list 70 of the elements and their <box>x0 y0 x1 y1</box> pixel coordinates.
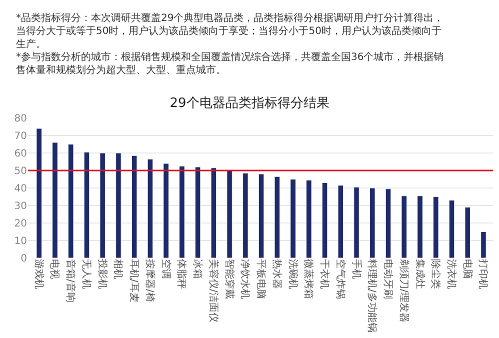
x-tick-label: 料理机/多功能锅 <box>366 259 378 332</box>
y-tick-label: 40 <box>14 184 27 194</box>
bar <box>274 176 280 258</box>
bar <box>36 128 42 258</box>
bar <box>306 180 312 258</box>
bar <box>322 182 328 258</box>
bar <box>370 188 376 258</box>
bar <box>464 207 470 258</box>
bar <box>385 188 392 258</box>
x-tick-label: 集成灶 <box>414 259 426 289</box>
bar <box>417 196 423 258</box>
x-tick-label: 平板电脑 <box>255 259 268 299</box>
x-tick-label: 净饮水机 <box>239 259 252 299</box>
bar <box>84 152 90 258</box>
x-tick-label: 洗衣机 <box>445 259 458 289</box>
x-tick-label: 电脑 <box>461 259 474 279</box>
bar <box>131 155 138 258</box>
y-tick-label: 70 <box>14 131 27 142</box>
y-tick-label: 0 <box>20 254 27 264</box>
y-tick-label: 20 <box>14 218 27 230</box>
y-tick-label: 10 <box>14 236 27 247</box>
bar <box>179 166 185 258</box>
bar <box>258 174 264 258</box>
y-tick-label: 50 <box>14 166 27 177</box>
x-tick-label: 电视 <box>48 259 61 279</box>
x-tick-label: 除尘类 <box>430 259 442 289</box>
x-tick-label: 干衣机 <box>318 259 331 289</box>
bar <box>226 170 232 258</box>
bar <box>338 185 344 258</box>
bar <box>290 179 296 258</box>
x-tick-label: 手机 <box>350 259 362 279</box>
text: *参与指数分析的城市：根据销售规模和全国覆盖情况综合选择，共覆盖全国36个城市，并根据销售体量和规模划分为超大型、大型、重点城市。 <box>16 51 444 76</box>
x-tick-label: 热水器 <box>270 259 283 289</box>
bar <box>147 158 154 258</box>
x-tick-label: 无人机 <box>80 259 92 289</box>
bar <box>100 152 106 258</box>
x-tick-label: 电动牙刷 <box>382 259 394 299</box>
x-tick-label: 投影机 <box>96 258 108 289</box>
x-tick-label: 微蒸烤箱 <box>302 259 315 299</box>
x-tick-label: 冰箱 <box>192 259 204 279</box>
text: *品类指标得分：本次调研共覆盖29个典型电器品类，品类指标得分根据调研用户打分计算得出，当得分大于或等于50时，用户认为该品类倾向于享受；当得分小于50时，用户认为该品类倾向于生产。 <box>16 12 444 50</box>
bar <box>116 152 122 258</box>
bar <box>163 163 169 258</box>
bar <box>433 196 439 258</box>
x-tick-label: 美容仪/洁面仪 <box>207 259 220 322</box>
x-tick-label: 体脂秤 <box>176 259 188 289</box>
x-tick-label: 空调 <box>160 259 172 279</box>
bar <box>480 232 486 258</box>
x-tick-label: 空气炸锅 <box>334 259 346 299</box>
x-tick-label: 相机 <box>112 259 124 279</box>
bar <box>194 166 201 258</box>
x-tick-label: 耳机/耳麦 <box>128 259 140 302</box>
chart-title: 29个电器品类指标得分结果 <box>170 96 330 112</box>
bar <box>68 144 74 258</box>
x-tick-label: 智能穿戴 <box>223 259 236 299</box>
x-tick-label: 游戏机 <box>32 259 45 289</box>
x-tick-label: 按摩器/椅 <box>144 259 156 302</box>
bar <box>210 168 217 258</box>
x-tick-label: 音箱/音响 <box>64 259 77 302</box>
x-tick-label: 打印机 <box>477 258 490 289</box>
y-tick-label: 60 <box>14 148 27 160</box>
y-tick-label: 80 <box>14 114 27 124</box>
x-tick-label: 剃须刀/理发器 <box>398 259 410 322</box>
bar <box>401 196 407 258</box>
x-tick-label: 洗碗机 <box>286 259 299 289</box>
bar <box>52 142 58 258</box>
bar <box>242 172 248 258</box>
bar <box>354 186 360 258</box>
bar <box>448 200 455 258</box>
y-tick-label: 30 <box>14 201 27 212</box>
